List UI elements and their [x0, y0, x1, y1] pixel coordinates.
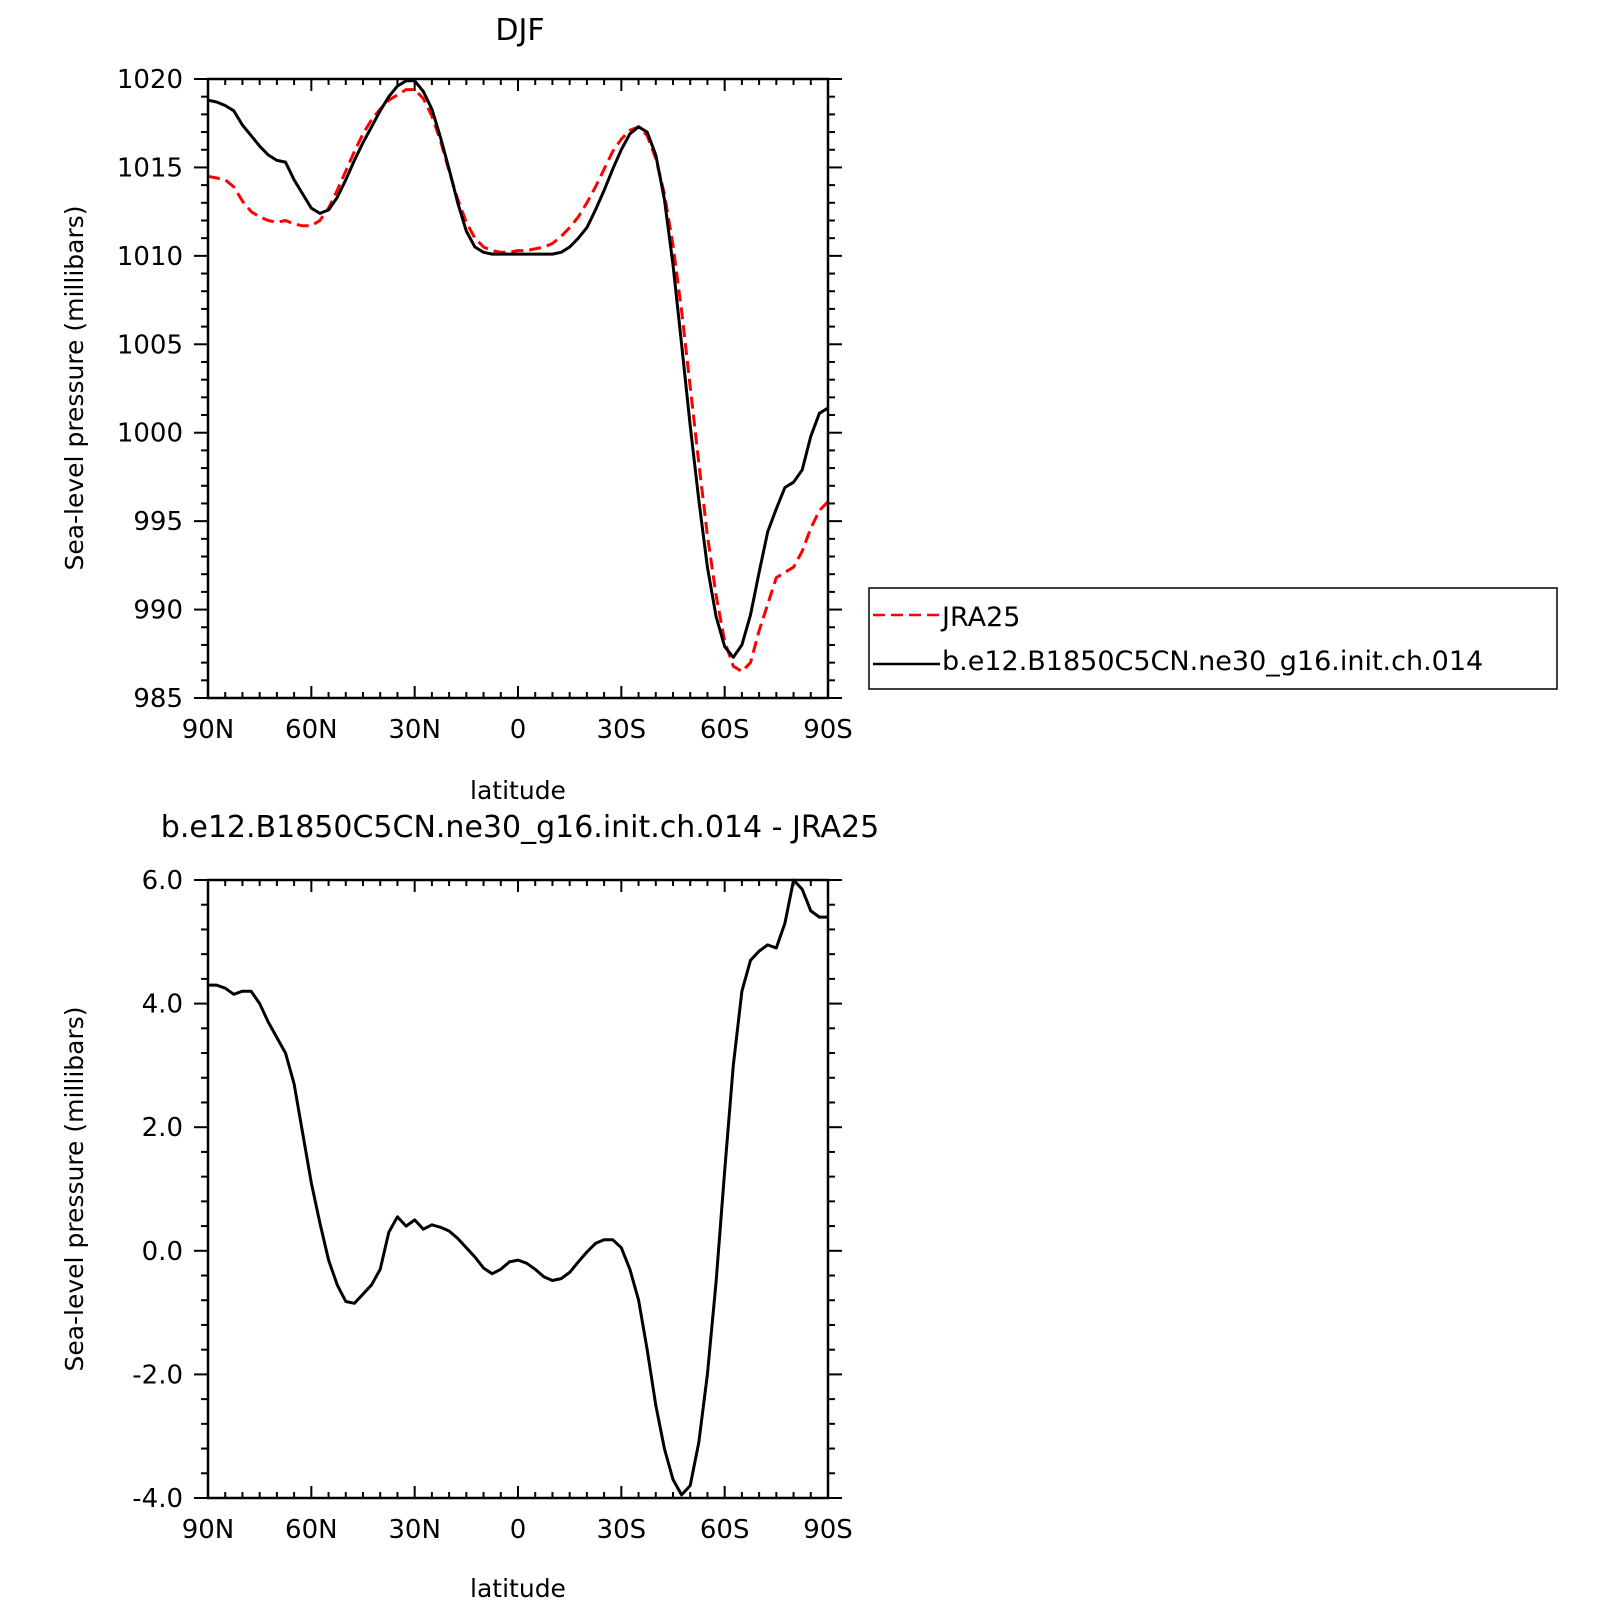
top-y-tick-label: 1015	[117, 153, 183, 183]
top-x-tick-label: 30N	[388, 715, 441, 745]
bottom-series-group	[208, 878, 828, 1497]
legend: JRA25 b.e12.B1850C5CN.ne30_g16.init.ch.0…	[868, 587, 1558, 690]
legend-box	[868, 587, 1558, 690]
top-y-tick-label: 1020	[117, 65, 183, 95]
bottom-y-tick-label: -2.0	[132, 1360, 183, 1390]
bottom-y-axis-label: Sea-level pressure (millibars)	[60, 1006, 89, 1371]
top-y-tick-label: 1005	[117, 330, 183, 360]
bottom-x-tick-label: 0	[510, 1515, 527, 1545]
top-x-tick-label: 60S	[700, 715, 750, 745]
top-y-tick-label: 1000	[117, 419, 183, 449]
top-chart-title: DJF	[495, 13, 544, 48]
bottom-x-tick-label: 30S	[597, 1515, 647, 1545]
top-x-tick-label: 90S	[803, 715, 853, 745]
bottom-y-tick-label: 4.0	[142, 990, 183, 1020]
bottom-y-tick-label: 2.0	[142, 1113, 183, 1143]
top-x-tick-label: 60N	[285, 715, 338, 745]
bottom-x-tick-label: 90N	[182, 1515, 235, 1545]
bottom-series-line-difference	[208, 878, 828, 1497]
bottom-x-tick-label: 30N	[388, 1515, 441, 1545]
bottom-y-tick-label: 0.0	[142, 1237, 183, 1267]
top-panel: DJF 90N 60N 30N 0 30S 60S 90S 985 990 995 1000 1005…	[60, 13, 853, 805]
bottom-chart-title: b.e12.B1850C5CN.ne30_g16.init.ch.014 - J…	[161, 810, 879, 845]
top-y-tick-label: 995	[133, 507, 183, 537]
bottom-panel: b.e12.B1850C5CN.ne30_g16.init.ch.014 - J…	[60, 810, 879, 1603]
top-y-axis-label: Sea-level pressure (millibars)	[60, 205, 89, 570]
top-series-line-jra25	[207, 88, 830, 673]
bottom-axis-ticks: 90N 60N 30N 0 30S 60S 90S -4.0 -2.0 0.0 2.0 4.0 6.0	[132, 866, 853, 1545]
top-x-tick-label: 30S	[597, 715, 647, 745]
legend-label-jra25: JRA25	[940, 602, 1020, 633]
top-y-tick-label: 990	[133, 596, 183, 626]
top-x-axis-label: latitude	[470, 776, 566, 805]
top-axis-ticks: 90N 60N 30N 0 30S 60S 90S 985 990 995 1000 1005 1010…	[117, 65, 853, 745]
bottom-y-tick-label: -4.0	[132, 1484, 183, 1514]
bottom-x-tick-label: 60S	[700, 1515, 750, 1545]
bottom-x-tick-label: 60N	[285, 1515, 338, 1545]
top-plot-frame	[206, 77, 830, 700]
top-y-tick-label: 1010	[117, 242, 183, 272]
top-x-tick-label: 90N	[182, 715, 235, 745]
top-series-group	[207, 79, 830, 673]
bottom-x-tick-label: 90S	[803, 1515, 853, 1545]
bottom-x-axis-label: latitude	[470, 1574, 566, 1603]
bottom-plot-frame	[206, 878, 830, 1500]
top-series-line-b-e12-b1850c5cn-ne30-g16-init-ch-014	[207, 79, 829, 659]
top-y-tick-label: 985	[133, 684, 183, 714]
top-x-tick-label: 0	[510, 715, 527, 745]
legend-label-model: b.e12.B1850C5CN.ne30_g16.init.ch.014	[942, 646, 1483, 677]
bottom-y-tick-label: 6.0	[142, 866, 183, 896]
